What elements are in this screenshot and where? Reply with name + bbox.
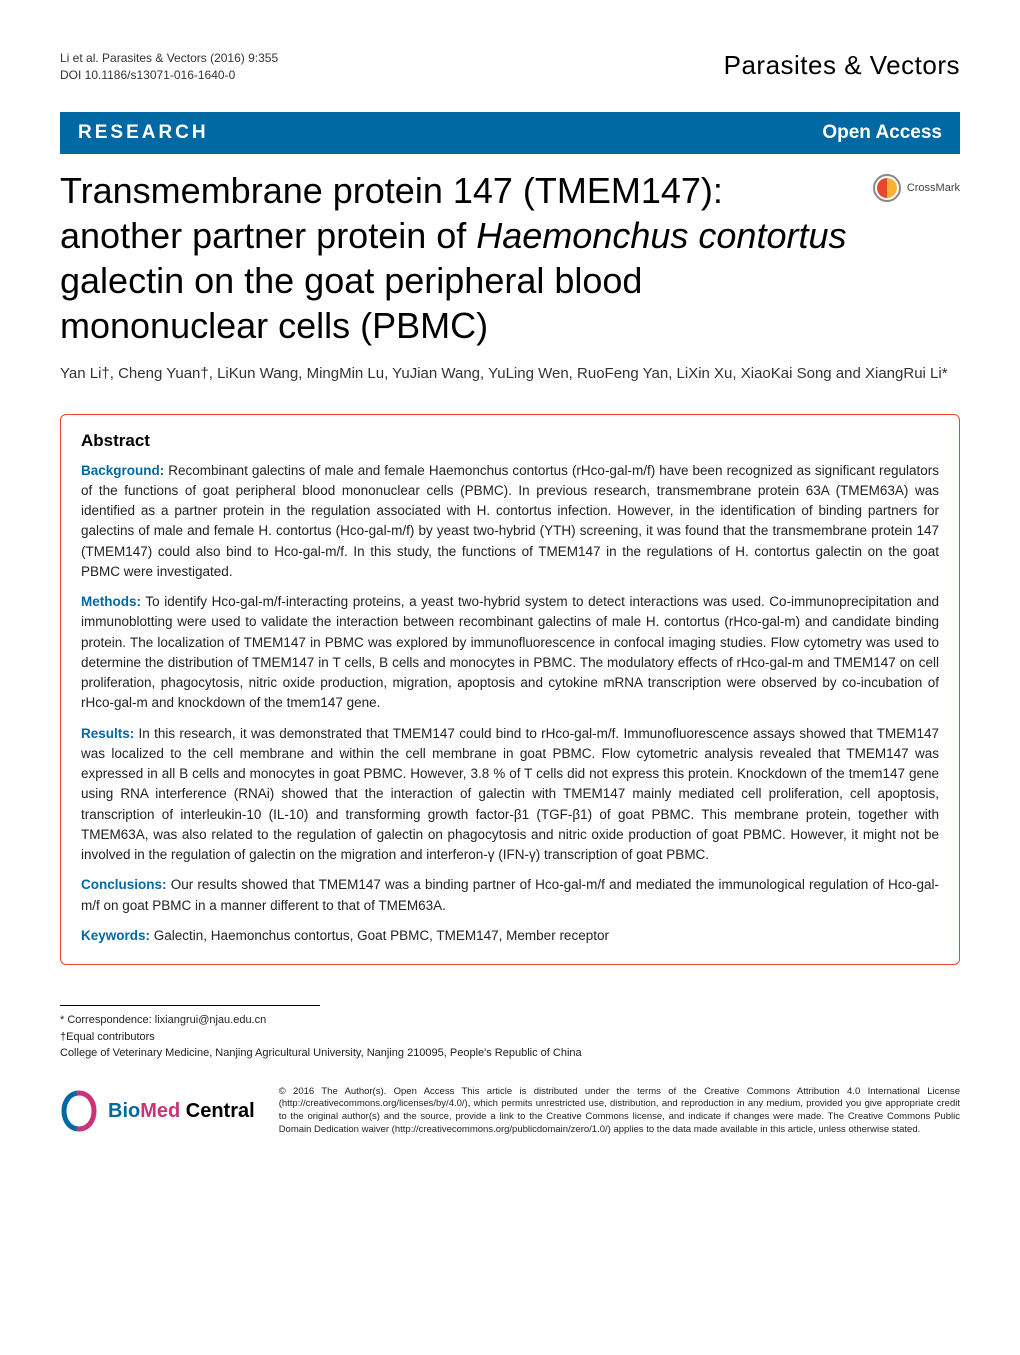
keywords-label: Keywords: <box>81 928 150 943</box>
bmc-med: Med <box>140 1100 180 1122</box>
results-label: Results: <box>81 726 134 741</box>
page-header: Li et al. Parasites & Vectors (2016) 9:3… <box>60 50 960 84</box>
background-text: Recombinant galectins of male and female… <box>81 463 939 579</box>
abstract-conclusions: Conclusions: Our results showed that TME… <box>81 875 939 916</box>
conclusions-text: Our results showed that TMEM147 was a bi… <box>81 877 939 912</box>
abstract-box: Abstract Background: Recombinant galecti… <box>60 414 960 966</box>
conclusions-label: Conclusions: <box>81 877 167 892</box>
abstract-background: Background: Recombinant galectins of mal… <box>81 461 939 583</box>
bmc-bio: Bio <box>108 1100 140 1122</box>
research-label: RESEARCH <box>78 122 209 144</box>
background-label: Background: <box>81 463 164 478</box>
abstract-heading: Abstract <box>81 431 939 451</box>
authors: Yan Li†, Cheng Yuan†, LiKun Wang, MingMi… <box>60 362 960 386</box>
license-text: © 2016 The Author(s). Open Access This a… <box>279 1086 960 1137</box>
abstract-methods: Methods: To identify Hco-gal-m/f-interac… <box>81 592 939 714</box>
footnotes: * Correspondence: lixiangrui@njau.edu.cn… <box>60 1012 960 1062</box>
title-italic1: Haemonchus contortus <box>476 215 846 256</box>
biomedcentral-logo: BioMed Central <box>60 1089 255 1133</box>
article-title: Transmembrane protein 147 (TMEM147): ano… <box>60 168 853 348</box>
bmc-icon <box>60 1089 98 1133</box>
crossmark-label: CrossMark <box>907 182 960 194</box>
keywords-text: Galectin, Haemonchus contortus, Goat PBM… <box>150 928 609 943</box>
methods-label: Methods: <box>81 594 141 609</box>
title-part2: galectin on the goat peripheral blood mo… <box>60 260 642 346</box>
methods-text: To identify Hco-gal-m/f-interacting prot… <box>81 594 939 710</box>
journal-logo: Parasites & Vectors <box>724 50 960 81</box>
footnote-divider <box>60 1005 320 1006</box>
citation-line2: DOI 10.1186/s13071-016-1640-0 <box>60 67 278 84</box>
abstract-results: Results: In this research, it was demons… <box>81 724 939 866</box>
crossmark-icon <box>873 174 901 202</box>
equal-contributors: †Equal contributors <box>60 1029 960 1046</box>
bmc-text: BioMed Central <box>108 1100 255 1123</box>
citation-line1: Li et al. Parasites & Vectors (2016) 9:3… <box>60 50 278 67</box>
open-access-label: Open Access <box>822 122 942 144</box>
license-row: BioMed Central © 2016 The Author(s). Ope… <box>60 1086 960 1137</box>
affiliation: College of Veterinary Medicine, Nanjing … <box>60 1045 960 1062</box>
abstract-keywords: Keywords: Galectin, Haemonchus contortus… <box>81 926 939 946</box>
correspondence: * Correspondence: lixiangrui@njau.edu.cn <box>60 1012 960 1029</box>
results-text: In this research, it was demonstrated th… <box>81 726 939 863</box>
article-type-bar: RESEARCH Open Access <box>60 112 960 154</box>
bmc-central: Central <box>180 1100 254 1122</box>
citation: Li et al. Parasites & Vectors (2016) 9:3… <box>60 50 278 84</box>
crossmark-badge[interactable]: CrossMark <box>873 174 960 202</box>
